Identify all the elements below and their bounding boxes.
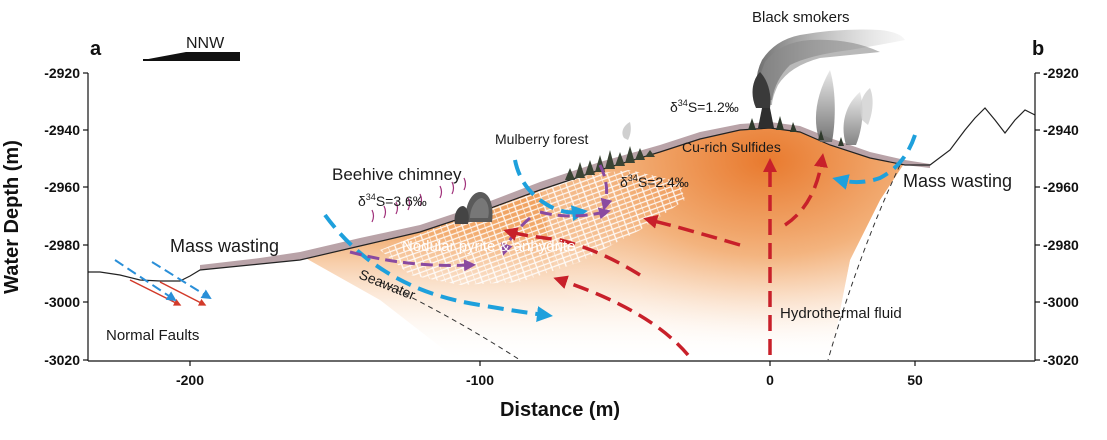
label-mass-wasting-left: Mass wasting bbox=[170, 236, 279, 256]
label-nodular: Nodular pyrite & anhydrite bbox=[402, 238, 575, 255]
normal-fault-lines bbox=[114, 259, 212, 306]
x-tick-label: 50 bbox=[907, 372, 923, 388]
hydrothermal-flow-arrows bbox=[503, 153, 828, 357]
y-tick-label-left: -3000 bbox=[44, 294, 80, 310]
y-tick-label-right: -2960 bbox=[1043, 179, 1079, 195]
y-tick-label-left: -2980 bbox=[44, 237, 80, 253]
y-ticks-right bbox=[1035, 72, 1040, 361]
x-tick-label: -200 bbox=[176, 372, 204, 388]
beehive-chimney-icon bbox=[454, 192, 493, 224]
y-axis-title: Water Depth (m) bbox=[1, 140, 23, 294]
y-tick-label-left: -2940 bbox=[44, 122, 80, 138]
direction-label: NNW bbox=[186, 35, 225, 52]
label-normal-faults: Normal Faults bbox=[106, 327, 199, 344]
y-tick-label-left: -3020 bbox=[44, 352, 80, 368]
x-ticks bbox=[189, 361, 916, 366]
black-smoker-plumes-icon bbox=[622, 29, 905, 145]
label-beehive-chimney: Beehive chimney bbox=[332, 165, 462, 184]
label-hydrothermal-fluid: Hydrothermal fluid bbox=[780, 305, 902, 322]
x-tick-label: 0 bbox=[766, 372, 774, 388]
mulberry-forest-icon bbox=[565, 146, 655, 180]
dashed-boundary-right bbox=[827, 164, 901, 361]
seawater-flow-arrows bbox=[323, 134, 917, 322]
isotope-beehive: δ34S=3.6‰ bbox=[358, 192, 427, 209]
y-ticks-left bbox=[83, 72, 88, 361]
label-mulberry-forest: Mulberry forest bbox=[495, 131, 588, 147]
y-tick-label-left: -2960 bbox=[44, 179, 80, 195]
panel-label-a: a bbox=[90, 38, 102, 60]
y-tick-label-left: -2920 bbox=[44, 65, 80, 81]
label-mass-wasting-right: Mass wasting bbox=[903, 171, 1012, 191]
direction-wedge-icon bbox=[143, 52, 240, 60]
y-tick-label-right: -2920 bbox=[1043, 65, 1079, 81]
y-tick-label-right: -2980 bbox=[1043, 237, 1079, 253]
axis-frame bbox=[87, 73, 1036, 362]
y-tick-label-right: -3000 bbox=[1043, 294, 1079, 310]
label-cu-sulfides: Cu-rich Sulfides bbox=[682, 139, 781, 155]
x-tick-label: -100 bbox=[466, 372, 494, 388]
y-tick-label-right: -2940 bbox=[1043, 122, 1079, 138]
y-tick-label-right: -3020 bbox=[1043, 352, 1079, 368]
label-black-smokers: Black smokers bbox=[752, 9, 850, 26]
seafloor-line bbox=[88, 107, 1036, 282]
panel-label-b: b bbox=[1032, 38, 1044, 60]
vent-wisps-icon bbox=[371, 177, 467, 223]
chimney-icon bbox=[748, 108, 844, 146]
isotope-forest: δ34S=2.4‰ bbox=[620, 173, 689, 190]
dashed-boundary-left bbox=[379, 281, 521, 361]
x-axis-title: Distance (m) bbox=[500, 399, 620, 421]
isotope-smoker: δ34S=1.2‰ bbox=[670, 98, 739, 115]
